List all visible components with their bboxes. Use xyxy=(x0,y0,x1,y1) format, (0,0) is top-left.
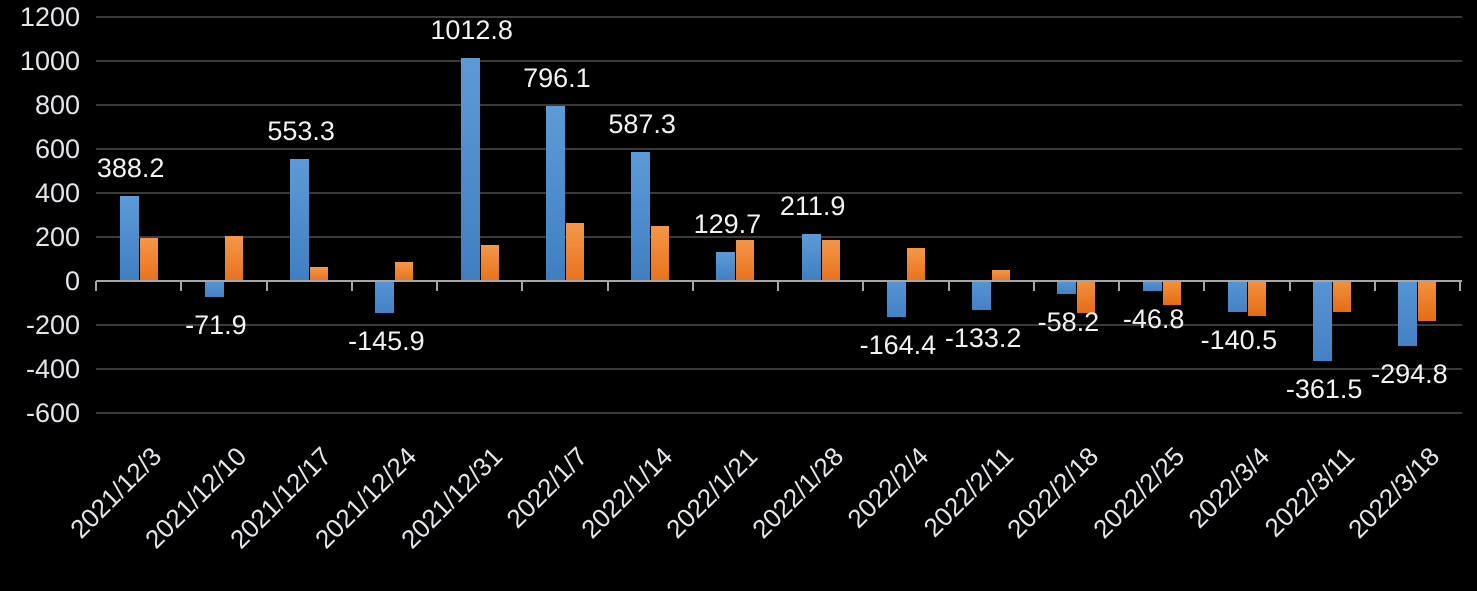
axis-tick xyxy=(691,281,694,291)
axis-tick xyxy=(1032,281,1035,291)
gridline xyxy=(96,192,1462,194)
axis-tick xyxy=(436,281,438,291)
bar-orange xyxy=(224,235,243,281)
bar-blue xyxy=(375,281,395,314)
y-tick-label: -600 xyxy=(25,398,80,428)
bar-blue xyxy=(290,159,310,281)
gridline xyxy=(96,324,1462,326)
gridline xyxy=(96,412,1462,414)
bar-blue xyxy=(1313,281,1333,361)
bar-blue xyxy=(886,281,906,318)
bar-orange xyxy=(1247,281,1266,317)
bar-blue xyxy=(545,105,565,281)
data-label: 796.1 xyxy=(523,62,591,93)
x-axis-line xyxy=(96,280,1462,282)
data-label: -71.9 xyxy=(185,309,247,340)
y-tick-label: 800 xyxy=(34,90,80,120)
bar-orange xyxy=(1333,281,1352,312)
data-label: 553.3 xyxy=(267,116,335,147)
gridline xyxy=(96,16,1462,18)
bar-orange xyxy=(1418,281,1437,321)
data-label: -58.2 xyxy=(1037,306,1100,337)
axis-tick xyxy=(862,281,865,291)
data-label: 388.2 xyxy=(96,152,165,183)
bar-blue xyxy=(972,281,992,311)
bar-orange xyxy=(480,244,499,281)
data-label: -294.8 xyxy=(1371,358,1448,389)
y-tick-label: 400 xyxy=(34,178,80,208)
axis-tick xyxy=(180,281,183,291)
y-tick-label: 1000 xyxy=(19,46,80,76)
gridline xyxy=(96,104,1462,106)
axis-tick xyxy=(350,281,353,291)
y-tick-label: 200 xyxy=(34,222,80,252)
bar-orange xyxy=(395,262,414,281)
data-label: -133.2 xyxy=(944,323,1022,354)
data-label: -140.5 xyxy=(1200,324,1278,355)
data-label: 129.7 xyxy=(693,209,762,240)
y-tick-label: -400 xyxy=(25,354,80,384)
data-label: -361.5 xyxy=(1285,373,1363,404)
bar-orange xyxy=(992,270,1011,281)
data-label: -164.4 xyxy=(859,330,937,361)
bar-orange xyxy=(651,226,670,281)
bar-blue xyxy=(801,234,821,281)
axis-tick xyxy=(1288,281,1291,291)
bar-blue xyxy=(716,252,736,281)
axis-tick xyxy=(1459,281,1461,291)
data-label: 211.9 xyxy=(779,191,846,222)
gridline xyxy=(96,236,1462,238)
bar-blue xyxy=(204,281,224,297)
data-label: -46.8 xyxy=(1122,304,1185,335)
bar-orange xyxy=(310,266,329,281)
axis-tick xyxy=(1118,281,1120,291)
data-label: -145.9 xyxy=(348,326,425,357)
bar-orange xyxy=(1162,281,1181,306)
gridline xyxy=(96,368,1462,370)
gridline xyxy=(96,60,1462,62)
axis-tick xyxy=(521,281,524,291)
axis-tick xyxy=(947,281,950,291)
bar-blue xyxy=(1057,281,1077,294)
data-label: 1012.8 xyxy=(430,15,513,46)
bar-blue xyxy=(631,151,651,281)
bar-orange xyxy=(565,222,584,281)
y-tick-label: 600 xyxy=(34,134,80,164)
bar-orange xyxy=(139,238,158,281)
bar-orange xyxy=(736,240,755,281)
bar-blue xyxy=(1227,281,1247,312)
axis-tick xyxy=(777,281,779,291)
bar-orange xyxy=(906,248,925,281)
bar-blue xyxy=(1142,281,1162,292)
bar-blue xyxy=(460,58,480,281)
axis-tick xyxy=(1373,281,1376,291)
data-label: 587.3 xyxy=(608,108,676,139)
bar-orange xyxy=(821,240,840,281)
axis-tick xyxy=(1203,281,1206,291)
y-tick-label: 0 xyxy=(64,266,80,296)
bar-blue xyxy=(1398,281,1418,346)
axis-tick xyxy=(606,281,609,291)
gridline xyxy=(96,148,1462,150)
axis-tick xyxy=(95,281,97,291)
y-tick-label: 1200 xyxy=(19,2,80,32)
bar-blue xyxy=(119,195,139,281)
y-tick-label: -200 xyxy=(25,310,80,340)
bar-orange xyxy=(1077,281,1096,313)
axis-tick xyxy=(265,281,268,291)
